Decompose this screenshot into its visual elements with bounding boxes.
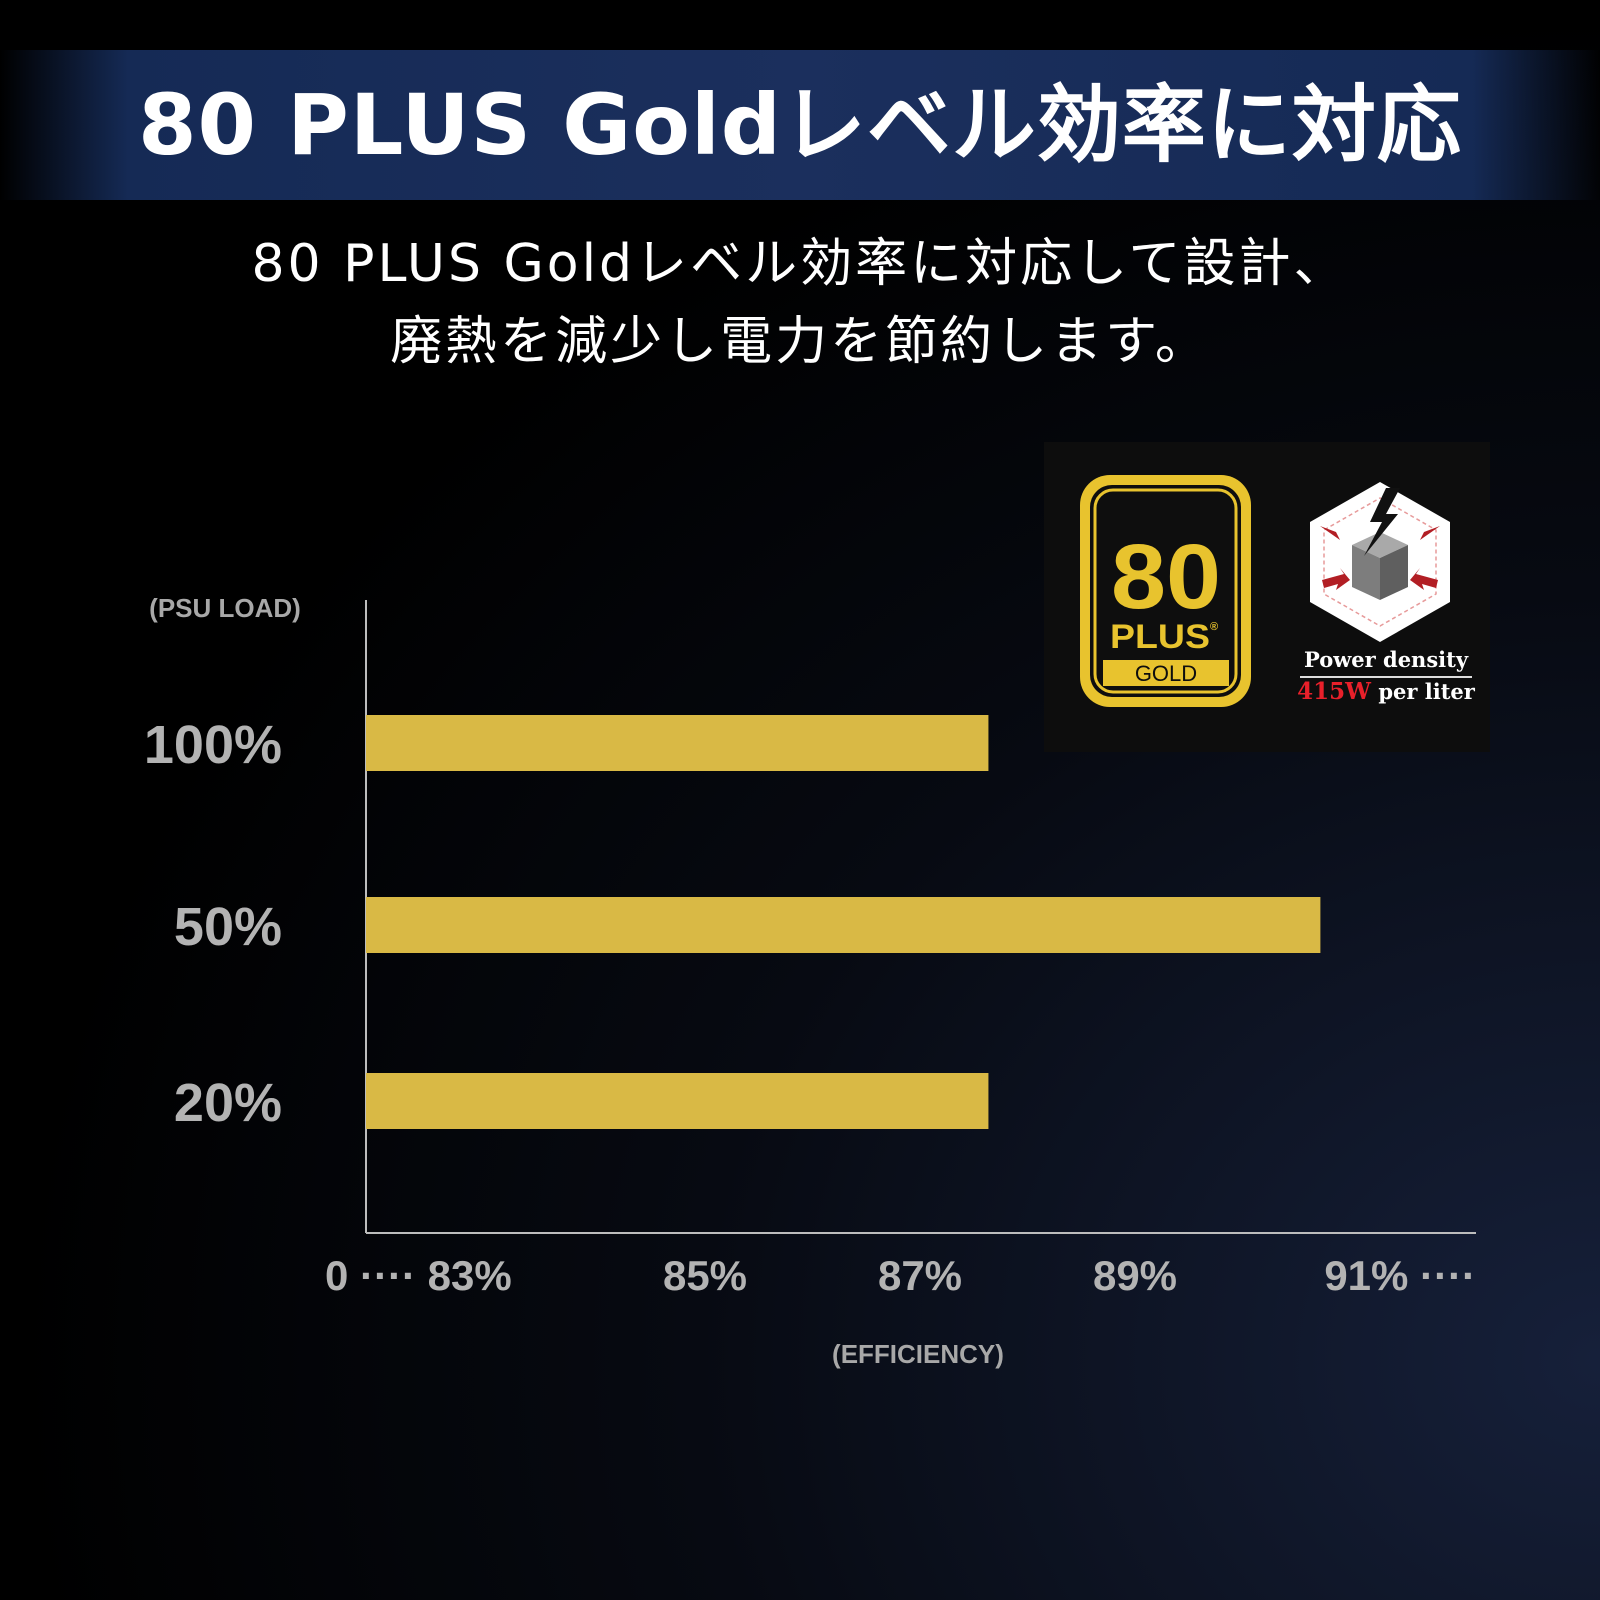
title-banner: 80 PLUS Goldレベル効率に対応 [0, 50, 1600, 200]
bar-0 [366, 715, 989, 771]
x-tick-label-4: 91% ···· [1324, 1252, 1476, 1299]
badge-plus: PLUS [1110, 618, 1210, 656]
badge-registered: ® [1210, 621, 1218, 633]
power-density-unit: per liter [1378, 679, 1475, 704]
80-plus-gold-badge: 80 PLUS ® GOLD [1080, 475, 1251, 707]
x-tick-label-0: 0 ···· 83% [325, 1252, 512, 1299]
bar-1 [366, 897, 1321, 953]
power-density-caption: Power density 415W per liter [1296, 646, 1476, 706]
subtitle-line-1: 80 PLUS Goldレベル効率に対応して設計、 [251, 234, 1349, 294]
power-density-value: 415W [1297, 678, 1372, 705]
bars [366, 715, 1321, 1129]
y-axis-label: (PSU LOAD) [149, 593, 301, 623]
power-density-icon [1310, 482, 1450, 642]
bar-2 [366, 1073, 989, 1129]
category-label-0: 100% [144, 715, 282, 775]
subtitle: 80 PLUS Goldレベル効率に対応して設計、 廃熱を減少し電力を節約します… [0, 225, 1600, 381]
subtitle-line-2: 廃熱を減少し電力を節約します。 [390, 312, 1210, 372]
badge-tier: GOLD [1135, 661, 1197, 686]
efficiency-chart: (PSU LOAD) (EFFICIENCY) 100% 50% 20% 0 ···… [144, 593, 1476, 1369]
category-label-1: 50% [174, 897, 282, 957]
x-tick-label-3: 89% [1093, 1252, 1177, 1299]
power-density-divider [1300, 676, 1472, 678]
badge-number: 80 [1111, 526, 1221, 628]
power-density-title: Power density [1303, 647, 1469, 672]
category-label-2: 20% [174, 1073, 282, 1133]
banner-title: 80 PLUS Goldレベル効率に対応 [138, 76, 1462, 174]
category-labels: 100% 50% 20% [144, 715, 282, 1133]
x-tick-label-2: 87% [878, 1252, 962, 1299]
x-axis-label: (EFFICIENCY) [832, 1339, 1004, 1369]
x-tick-label-1: 85% [663, 1252, 747, 1299]
x-tick-labels: 0 ···· 83% 85% 87% 89% 91% ···· [325, 1252, 1476, 1299]
